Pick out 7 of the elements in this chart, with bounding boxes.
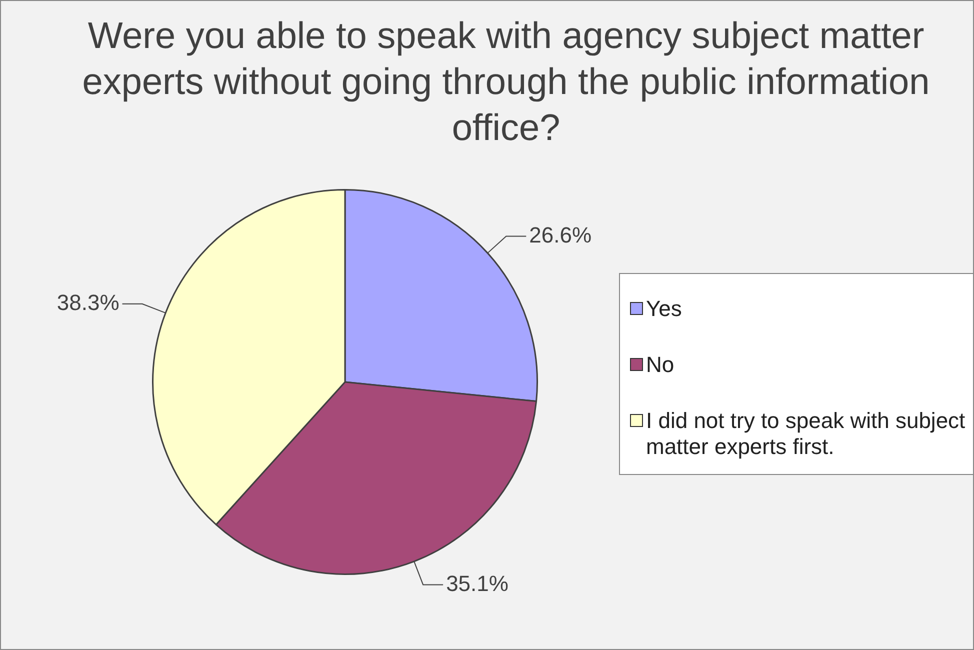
chart-title: Were you able to speak with agency subject matter experts without going through the public information office? <box>81 14 931 150</box>
legend-label: Yes <box>646 296 682 322</box>
legend-label: I did not try to speak with subject matter experts first. <box>646 408 966 460</box>
data-label: 35.1% <box>446 570 508 596</box>
data-label: 38.3% <box>56 290 120 315</box>
data-label: 26.6% <box>529 222 592 248</box>
legend-label: No <box>646 352 674 378</box>
